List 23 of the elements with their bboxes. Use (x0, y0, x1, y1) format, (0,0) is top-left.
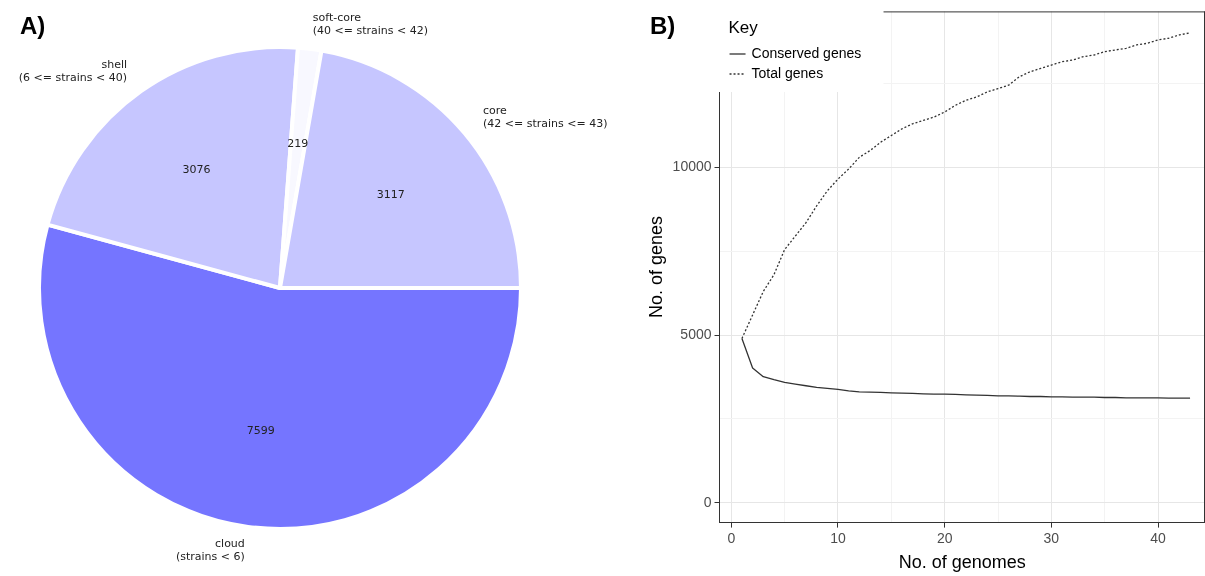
slice-label: shell (6 <= strains < 40) (18, 57, 128, 84)
x-tick-label: 40 (1150, 529, 1167, 546)
data-label: 219 (287, 137, 309, 151)
legend-label: Total genes (751, 64, 824, 81)
legend-label: Conserved genes (751, 44, 862, 61)
x-axis-title: No. of genomes (898, 552, 1026, 573)
data-label: 3076 (182, 162, 211, 176)
slice-label: core (42 <= strains <= 43) (482, 103, 608, 130)
y-tick-label: 5000 (680, 325, 712, 342)
y-tick-label: 10000 (672, 158, 712, 175)
legend-title: Key (728, 17, 759, 37)
data-label: 3117 (376, 187, 405, 201)
data-label: 7599 (246, 424, 275, 438)
chart-title: A) (20, 12, 46, 39)
x-tick-label: 20 (936, 529, 953, 546)
slice-label: cloud (strains < 6) (175, 537, 245, 564)
chart-title: B) (650, 12, 676, 39)
slice-label: soft-core (40 <= strains < 42) (312, 11, 429, 38)
x-tick-label: 10 (830, 529, 846, 546)
y-tick-label: 0 (703, 493, 712, 510)
y-axis-title: No. of genes (645, 215, 666, 319)
x-tick-label: 30 (1043, 529, 1060, 546)
x-tick-label: 0 (727, 529, 736, 546)
